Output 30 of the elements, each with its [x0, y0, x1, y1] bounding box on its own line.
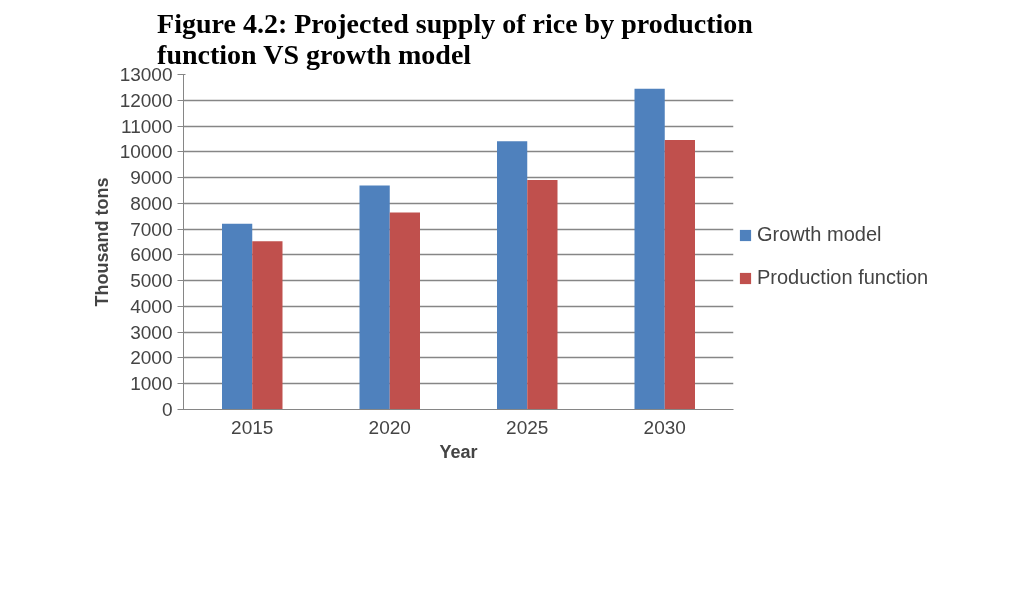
y-tick-label: 9000	[130, 167, 173, 189]
x-tick-label: 2025	[506, 416, 549, 438]
y-tick-label: 2000	[130, 347, 173, 369]
y-tick-label: 5000	[130, 270, 173, 292]
y-tick-label: 7000	[130, 218, 173, 240]
y-tick-label: 0	[161, 399, 173, 420]
bar	[634, 88, 665, 410]
y-tick-label: 10000	[119, 141, 173, 163]
bar	[359, 185, 390, 410]
y-tick-label: 11000	[121, 115, 173, 137]
y-tick-label: 13000	[119, 64, 173, 85]
bar	[222, 223, 253, 410]
y-tick-label: 4000	[130, 295, 173, 317]
x-axis-title: Year	[439, 441, 478, 462]
x-tick-label: 2015	[231, 416, 274, 438]
bar	[664, 139, 695, 410]
bar	[527, 179, 558, 410]
bar	[389, 212, 420, 410]
bar	[497, 141, 528, 410]
y-axis-title: Thousand tons	[91, 177, 112, 307]
x-tick-label: 2020	[368, 416, 411, 438]
x-tick-label: 2030	[643, 416, 686, 438]
y-tick-label: 1000	[130, 373, 173, 395]
legend-label: Growth model	[757, 223, 882, 246]
y-tick-label: 3000	[130, 321, 173, 343]
bar	[252, 241, 283, 410]
y-tick-label: 8000	[130, 192, 173, 214]
y-tick-label: 12000	[119, 89, 173, 111]
y-tick-label: 6000	[130, 244, 173, 266]
legend-label: Production function	[757, 266, 929, 289]
